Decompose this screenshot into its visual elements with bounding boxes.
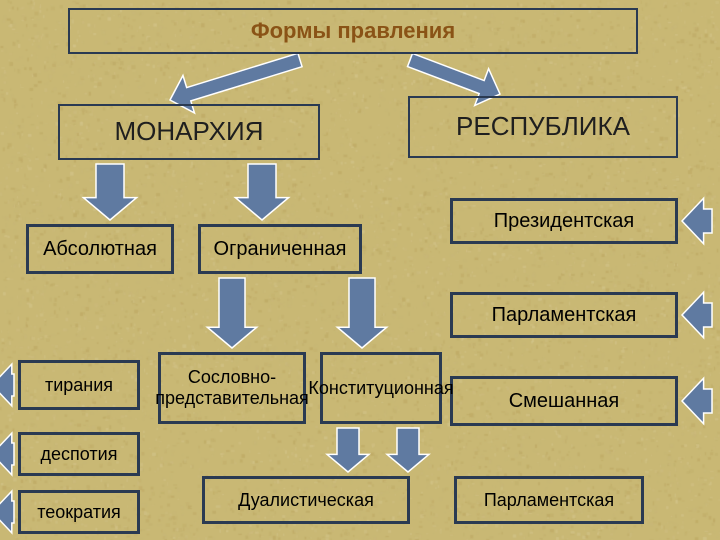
parliamentary2-text: Парламентская <box>484 490 614 511</box>
monarchy-box: МОНАРХИЯ <box>58 104 320 160</box>
presidential-text: Президентская <box>494 210 634 233</box>
estates-text: Сословно-представительная <box>155 367 309 408</box>
mixed-box: Смешанная <box>450 376 678 426</box>
parliamentary2-box: Парламентская <box>454 476 644 524</box>
constitutional-box: Конституционная <box>320 352 442 424</box>
theocracy-text: теократия <box>37 502 121 523</box>
parliamentary-box: Парламентская <box>450 292 678 338</box>
constitutional-text: Конституционная <box>308 378 453 399</box>
tyranny-text: тирания <box>45 375 113 396</box>
republic-box: РЕСПУБЛИКА <box>408 96 678 158</box>
republic-text: РЕСПУБЛИКА <box>456 112 630 142</box>
presidential-box: Президентская <box>450 198 678 244</box>
theocracy-box: теократия <box>18 490 140 534</box>
estates-box: Сословно-представительная <box>158 352 306 424</box>
title-box: Формы правления <box>68 8 638 54</box>
dualistic-text: Дуалистическая <box>238 490 374 511</box>
monarchy-text: МОНАРХИЯ <box>115 117 264 147</box>
absolute-box: Абсолютная <box>26 224 174 274</box>
title-text: Формы правления <box>251 18 455 43</box>
despotism-box: деспотия <box>18 432 140 476</box>
mixed-text: Смешанная <box>509 390 620 413</box>
dualistic-box: Дуалистическая <box>202 476 410 524</box>
despotism-text: деспотия <box>41 444 118 465</box>
limited-text: Ограниченная <box>214 238 347 261</box>
parliamentary-text: Парламентская <box>492 304 637 327</box>
diagram-canvas: Формы правления МОНАРХИЯ РЕСПУБЛИКА Абсо… <box>0 0 720 540</box>
tyranny-box: тирания <box>18 360 140 410</box>
absolute-text: Абсолютная <box>43 238 157 261</box>
limited-box: Ограниченная <box>198 224 362 274</box>
